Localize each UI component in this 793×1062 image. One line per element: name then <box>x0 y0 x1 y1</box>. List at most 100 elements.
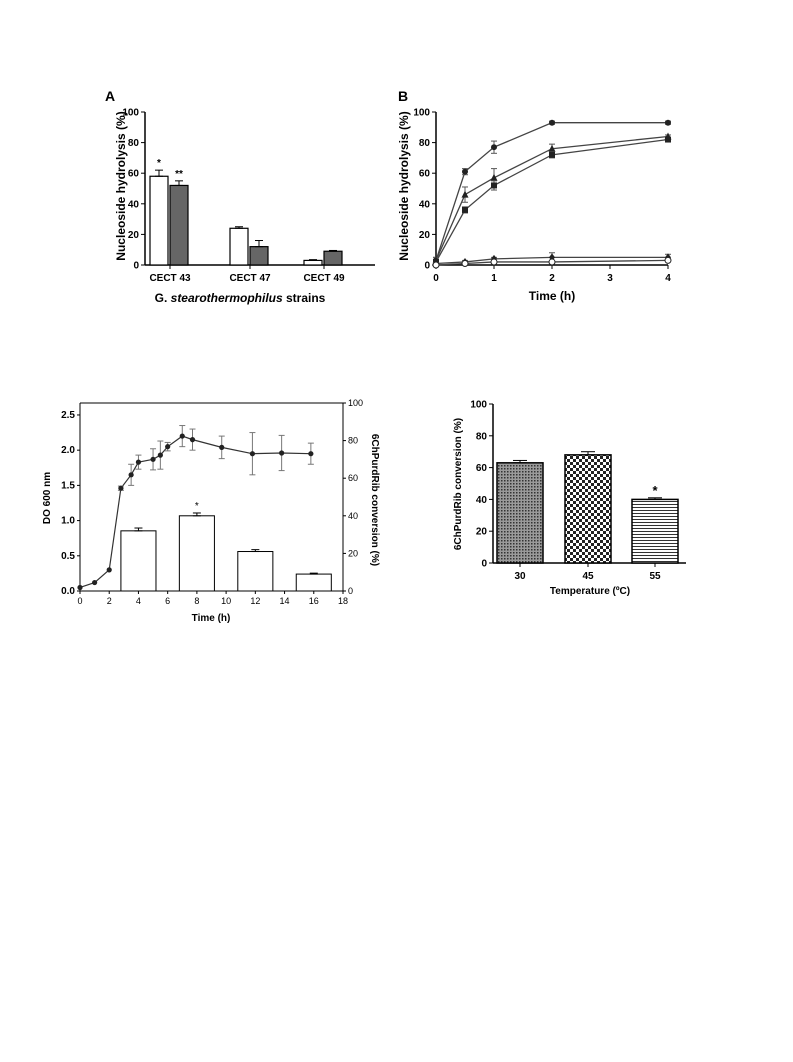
chart-d-ytick-label-1: 20 <box>476 527 488 538</box>
chart-b-xtick-label-2: 2 <box>549 273 555 284</box>
chart-b-point-4-2 <box>490 258 498 266</box>
chart-c-y2tick-label-4: 80 <box>348 436 358 446</box>
chart-c-y2label: 6ChPurdRib conversion (%) <box>369 434 380 566</box>
chart-c-growth-point-11 <box>219 444 225 450</box>
chart-c-xtick-label-1: 2 <box>107 596 112 606</box>
chart-c-ytick-label-2: 1.0 <box>61 516 75 527</box>
chart-c-xtick-label-8: 16 <box>309 596 319 606</box>
chart-a-bar-s1-1 <box>249 246 269 266</box>
chart-b-xtick-label-0: 0 <box>433 273 439 284</box>
chart-c-bar-error-2 <box>251 549 260 553</box>
chart-a-error-s1-0 <box>175 180 183 186</box>
chart-a-bar-s1-2 <box>323 250 343 266</box>
chart-b-ytick-label-4: 80 <box>419 138 431 149</box>
chart-c-y2tick-label-0: 0 <box>348 586 353 596</box>
chart-a-ytick-label-1: 20 <box>128 230 140 241</box>
chart-b-point-2-3 <box>549 151 555 158</box>
chart-c-growth-point-0 <box>77 584 83 591</box>
chart-a-ytick-label-5: 100 <box>122 108 139 119</box>
chart-b-point-2-2 <box>491 182 497 189</box>
chart-c-growth-point-12 <box>249 451 256 457</box>
chart-b-point-0-1 <box>462 168 468 175</box>
chart-c-ylabel: DO 600 nm <box>42 472 53 524</box>
chart-a-error-s0-1 <box>235 226 243 229</box>
chart-c-growth-point-3 <box>118 485 124 491</box>
chart-c-growth-point-5 <box>135 459 142 465</box>
chart-d-bar-2 <box>631 498 679 564</box>
chart-b-point-0-3 <box>549 119 555 126</box>
chart-b-point-1-2 <box>490 173 498 181</box>
chart-c-annotation-1: * <box>195 501 199 512</box>
chart-b-point-1-3 <box>548 144 556 152</box>
chart-a-ytick-label-4: 80 <box>128 138 140 149</box>
chart-b-ytick-label-5: 100 <box>413 108 430 119</box>
chart-c-xtick-label-3: 6 <box>165 596 170 606</box>
chart-c-growth-point-2 <box>106 567 112 573</box>
chart-b-point-2-1 <box>462 206 468 213</box>
chart-a-ylabel: Nucleoside hydrolysis (%) <box>114 111 128 260</box>
panel-label-a: A <box>105 88 115 104</box>
chart-c-y2tick-label-1: 20 <box>348 548 358 558</box>
chart-c: DO 600 nm 6ChPurdRib conversion (%) Time… <box>42 398 380 624</box>
chart-c-y2tick-label-5: 100 <box>348 398 363 408</box>
chart-d-xtick-label-2: 55 <box>649 571 661 582</box>
chart-a-bar-s0-0 <box>149 175 169 266</box>
chart-b-ytick-label-3: 60 <box>419 169 431 180</box>
chart-a-xtick-label-1: CECT 47 <box>229 273 271 284</box>
chart-c-xtick-label-7: 14 <box>280 596 290 606</box>
chart-c-ytick-label-1: 0.5 <box>61 551 75 562</box>
chart-a-ytick-label-0: 0 <box>133 261 139 272</box>
chart-b-series-0 <box>433 119 671 264</box>
chart-b-xtick-label-3: 3 <box>607 273 613 284</box>
chart-c-bar-error-1 <box>192 512 201 517</box>
chart-a-xtick-label-0: CECT 43 <box>149 273 191 284</box>
chart-c-y2tick-label-2: 40 <box>348 511 358 521</box>
chart-d-xlabel: Temperature (ºC) <box>550 586 630 597</box>
chart-d-error-2 <box>648 497 662 500</box>
chart-c-growth-point-4 <box>128 472 134 478</box>
chart-c-bar-error-3 <box>309 572 318 575</box>
chart-c-bar-1 <box>178 515 215 592</box>
chart-b-point-4-0 <box>432 261 440 269</box>
chart-d-annotation-2: * <box>652 483 658 498</box>
chart-c-xtick-label-6: 12 <box>250 596 260 606</box>
chart-d-xtick-label-0: 30 <box>514 571 526 582</box>
chart-a-bar-s0-2 <box>303 259 323 266</box>
chart-a-xlabel: G. stearothermophilus strains <box>155 291 326 305</box>
chart-b-ytick-label-0: 0 <box>424 261 430 272</box>
chart-a-annotation-s1-0: ** <box>175 169 183 180</box>
chart-d-error-0 <box>513 459 527 464</box>
chart-c-ytick-label-3: 1.5 <box>61 480 75 491</box>
chart-a-ytick-label-2: 40 <box>128 199 140 210</box>
chart-b-ytick-label-2: 40 <box>419 199 431 210</box>
chart-d-xtick-label-1: 45 <box>582 571 594 582</box>
chart-c-bar-2 <box>237 551 274 592</box>
chart-c-xtick-label-4: 8 <box>194 596 199 606</box>
chart-a-error-s1-1 <box>255 240 263 248</box>
panel-label-b: B <box>398 88 408 104</box>
chart-b-ytick-label-1: 20 <box>419 230 431 241</box>
chart-c-ytick-label-5: 2.5 <box>61 410 75 421</box>
chart-b-point-0-2 <box>491 144 497 151</box>
chart-d-ytick-label-2: 40 <box>476 495 488 506</box>
chart-c-ytick-label-4: 2.0 <box>61 445 75 456</box>
chart-a-error-s1-2 <box>329 249 337 252</box>
chart-b-ylabel: Nucleoside hydrolysis (%) <box>397 111 411 260</box>
chart-c-growth-series <box>77 425 314 591</box>
chart-b-point-0-4 <box>665 119 671 126</box>
chart-b-series-2 <box>433 136 671 265</box>
chart-c-growth-point-9 <box>179 433 185 439</box>
chart-d-bar-0 <box>496 462 544 564</box>
chart-a-bar-s0-1 <box>229 227 249 266</box>
chart-a: A Nucleoside hydrolysis (%) G. stearothe… <box>105 88 375 305</box>
chart-b-point-4-1 <box>461 259 469 267</box>
chart-c-growth-point-13 <box>279 450 285 456</box>
chart-c-xtick-label-2: 4 <box>136 596 141 606</box>
chart-b-xtick-label-1: 1 <box>491 273 497 284</box>
chart-b-point-2-4 <box>665 136 671 143</box>
chart-b-point-4-4 <box>664 256 672 264</box>
chart-b-point-1-1 <box>461 190 469 198</box>
chart-b-series-4 <box>432 256 672 269</box>
chart-c-xtick-label-0: 0 <box>77 596 82 606</box>
